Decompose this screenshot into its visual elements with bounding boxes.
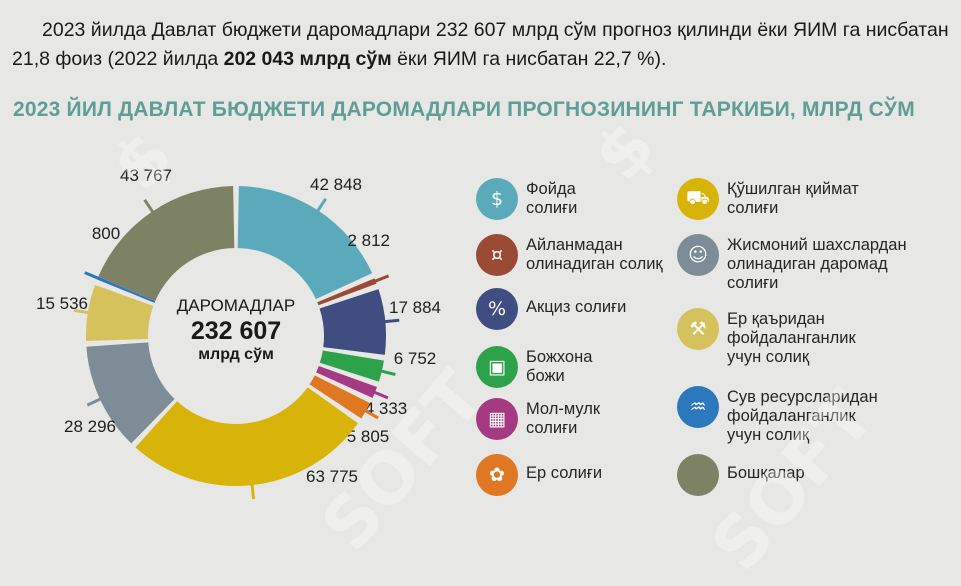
donut-slice bbox=[317, 278, 377, 306]
slice-value-label: 6 752 bbox=[394, 349, 437, 368]
donut-chart: 42 848 2 812 17 884 6 752 4 333 5 805 63 775 28… bbox=[36, 166, 441, 500]
slice-value-label: 63 775 bbox=[306, 467, 358, 486]
legend-label: Фойда солиғи bbox=[526, 180, 578, 217]
land-hand-icon: ✿ bbox=[476, 454, 518, 496]
leader-line bbox=[84, 271, 106, 283]
legend-label: Мол-мулк солиғи bbox=[526, 400, 601, 437]
leader-line bbox=[143, 198, 159, 219]
donut-center-label: ДАРОМАДЛАР 232 607 млрд сўм bbox=[156, 296, 316, 364]
slice-value-label: 800 bbox=[92, 224, 120, 243]
mining-pickaxe-icon: ⚒ bbox=[677, 308, 719, 350]
legend-label: Сув ресурсларидан фойдаланганлик учун соли… bbox=[727, 388, 878, 444]
intro-bold-value: 202 043 млрд сўм bbox=[223, 48, 392, 70]
center-caption: ДАРОМАДЛАР bbox=[176, 296, 296, 315]
leader-line bbox=[73, 308, 96, 316]
legend-item: ▣ Божхона божи bbox=[476, 346, 736, 388]
person-money-icon: ☺ bbox=[677, 234, 719, 276]
center-total: 232 607 bbox=[190, 317, 282, 345]
legend-item: ¤ Айланмадан олинадиган солиқ bbox=[476, 234, 736, 276]
shopping-cart-icon: ⛟ bbox=[677, 178, 719, 220]
legend-label: Айланмадан олинадиган солиқ bbox=[526, 236, 663, 273]
building-icon: ▦ bbox=[476, 398, 518, 440]
legend-item: ▦ Мол-мулк солиғи bbox=[476, 398, 736, 440]
slice-value-label: 43 767 bbox=[120, 166, 172, 185]
slice-value-label: 4 333 bbox=[365, 399, 408, 418]
slice-value-label: 17 884 bbox=[389, 298, 441, 317]
donut-slice bbox=[86, 342, 175, 444]
slice-value-label: 5 805 bbox=[347, 427, 390, 446]
donut-slice bbox=[319, 350, 384, 382]
water-drop-icon: ♒ bbox=[677, 386, 719, 428]
donut-slice bbox=[316, 365, 378, 398]
slice-value-label: 28 296 bbox=[64, 417, 116, 436]
legend-label: Жисмоний шахслардан олинадиган даромад сол… bbox=[727, 236, 907, 292]
legend-label: Божхона божи bbox=[526, 348, 593, 385]
donut-slice bbox=[237, 186, 373, 300]
legend-item: % Акциз солиғи bbox=[476, 288, 736, 330]
hand-coin-icon: $ bbox=[476, 178, 518, 220]
legend-label: Ер қаъридан фойдаланганлик учун солиқ bbox=[727, 310, 856, 366]
intro-paragraph: 2023 йилда Давлат бюджети даромадлари 23… bbox=[12, 16, 952, 74]
legend-item: ♒ Сув ресурсларидан фойдаланганлик учун сол… bbox=[677, 386, 937, 445]
leader-line bbox=[358, 405, 379, 420]
center-unit: млрд сўм bbox=[198, 346, 274, 363]
legend-label: Ер солиғи bbox=[526, 464, 603, 482]
intro-text: 2023 йилда Давлат бюджети даромадлари 23… bbox=[12, 19, 949, 70]
legend-item: Бошқалар bbox=[677, 454, 937, 496]
leader-line bbox=[86, 394, 108, 407]
chart-title: 2023 ЙИЛ ДАВЛАТ БЮДЖЕТИ ДАРОМАДЛАРИ ПРОГ… bbox=[13, 98, 915, 121]
legend-label: Бошқалар bbox=[727, 464, 805, 482]
other-circle-icon bbox=[677, 454, 719, 496]
donut-slice bbox=[135, 387, 358, 487]
donut-slice bbox=[85, 284, 154, 342]
legend-item: ✿ Ер солиғи bbox=[476, 454, 736, 496]
legend-item: ⛟ Қўшилган қиймат солиғи bbox=[677, 178, 937, 220]
slice-value-label: 42 848 bbox=[310, 175, 362, 194]
excise-stamp-icon: % bbox=[476, 288, 518, 330]
donut-slice bbox=[97, 276, 156, 303]
legend-item: $ Фойда солиғи bbox=[476, 178, 736, 220]
leader-line bbox=[312, 197, 327, 218]
leader-line bbox=[377, 318, 400, 324]
donut-slice bbox=[319, 289, 386, 355]
intro-text-end: ёки ЯИМ га нисбатан 22,7 %). bbox=[391, 48, 667, 70]
leader-line bbox=[366, 388, 389, 400]
leader-line bbox=[249, 477, 256, 500]
legend-label: Акциз солиғи bbox=[526, 298, 627, 316]
customs-cart-icon: ▣ bbox=[476, 346, 518, 388]
donut-slice bbox=[309, 375, 371, 419]
donut-slice bbox=[98, 186, 235, 302]
leader-line bbox=[367, 274, 390, 286]
leader-line bbox=[373, 367, 396, 376]
slice-value-label: 2 812 bbox=[347, 231, 390, 250]
coins-icon: ¤ bbox=[476, 234, 518, 276]
slice-value-label: 15 536 bbox=[36, 294, 88, 313]
legend-label: Қўшилган қиймат солиғи bbox=[727, 180, 859, 217]
legend-item: ☺ Жисмоний шахслардан олинадиган даромад со… bbox=[677, 234, 937, 293]
legend-item: ⚒ Ер қаъридан фойдаланганлик учун солиқ bbox=[677, 308, 937, 367]
